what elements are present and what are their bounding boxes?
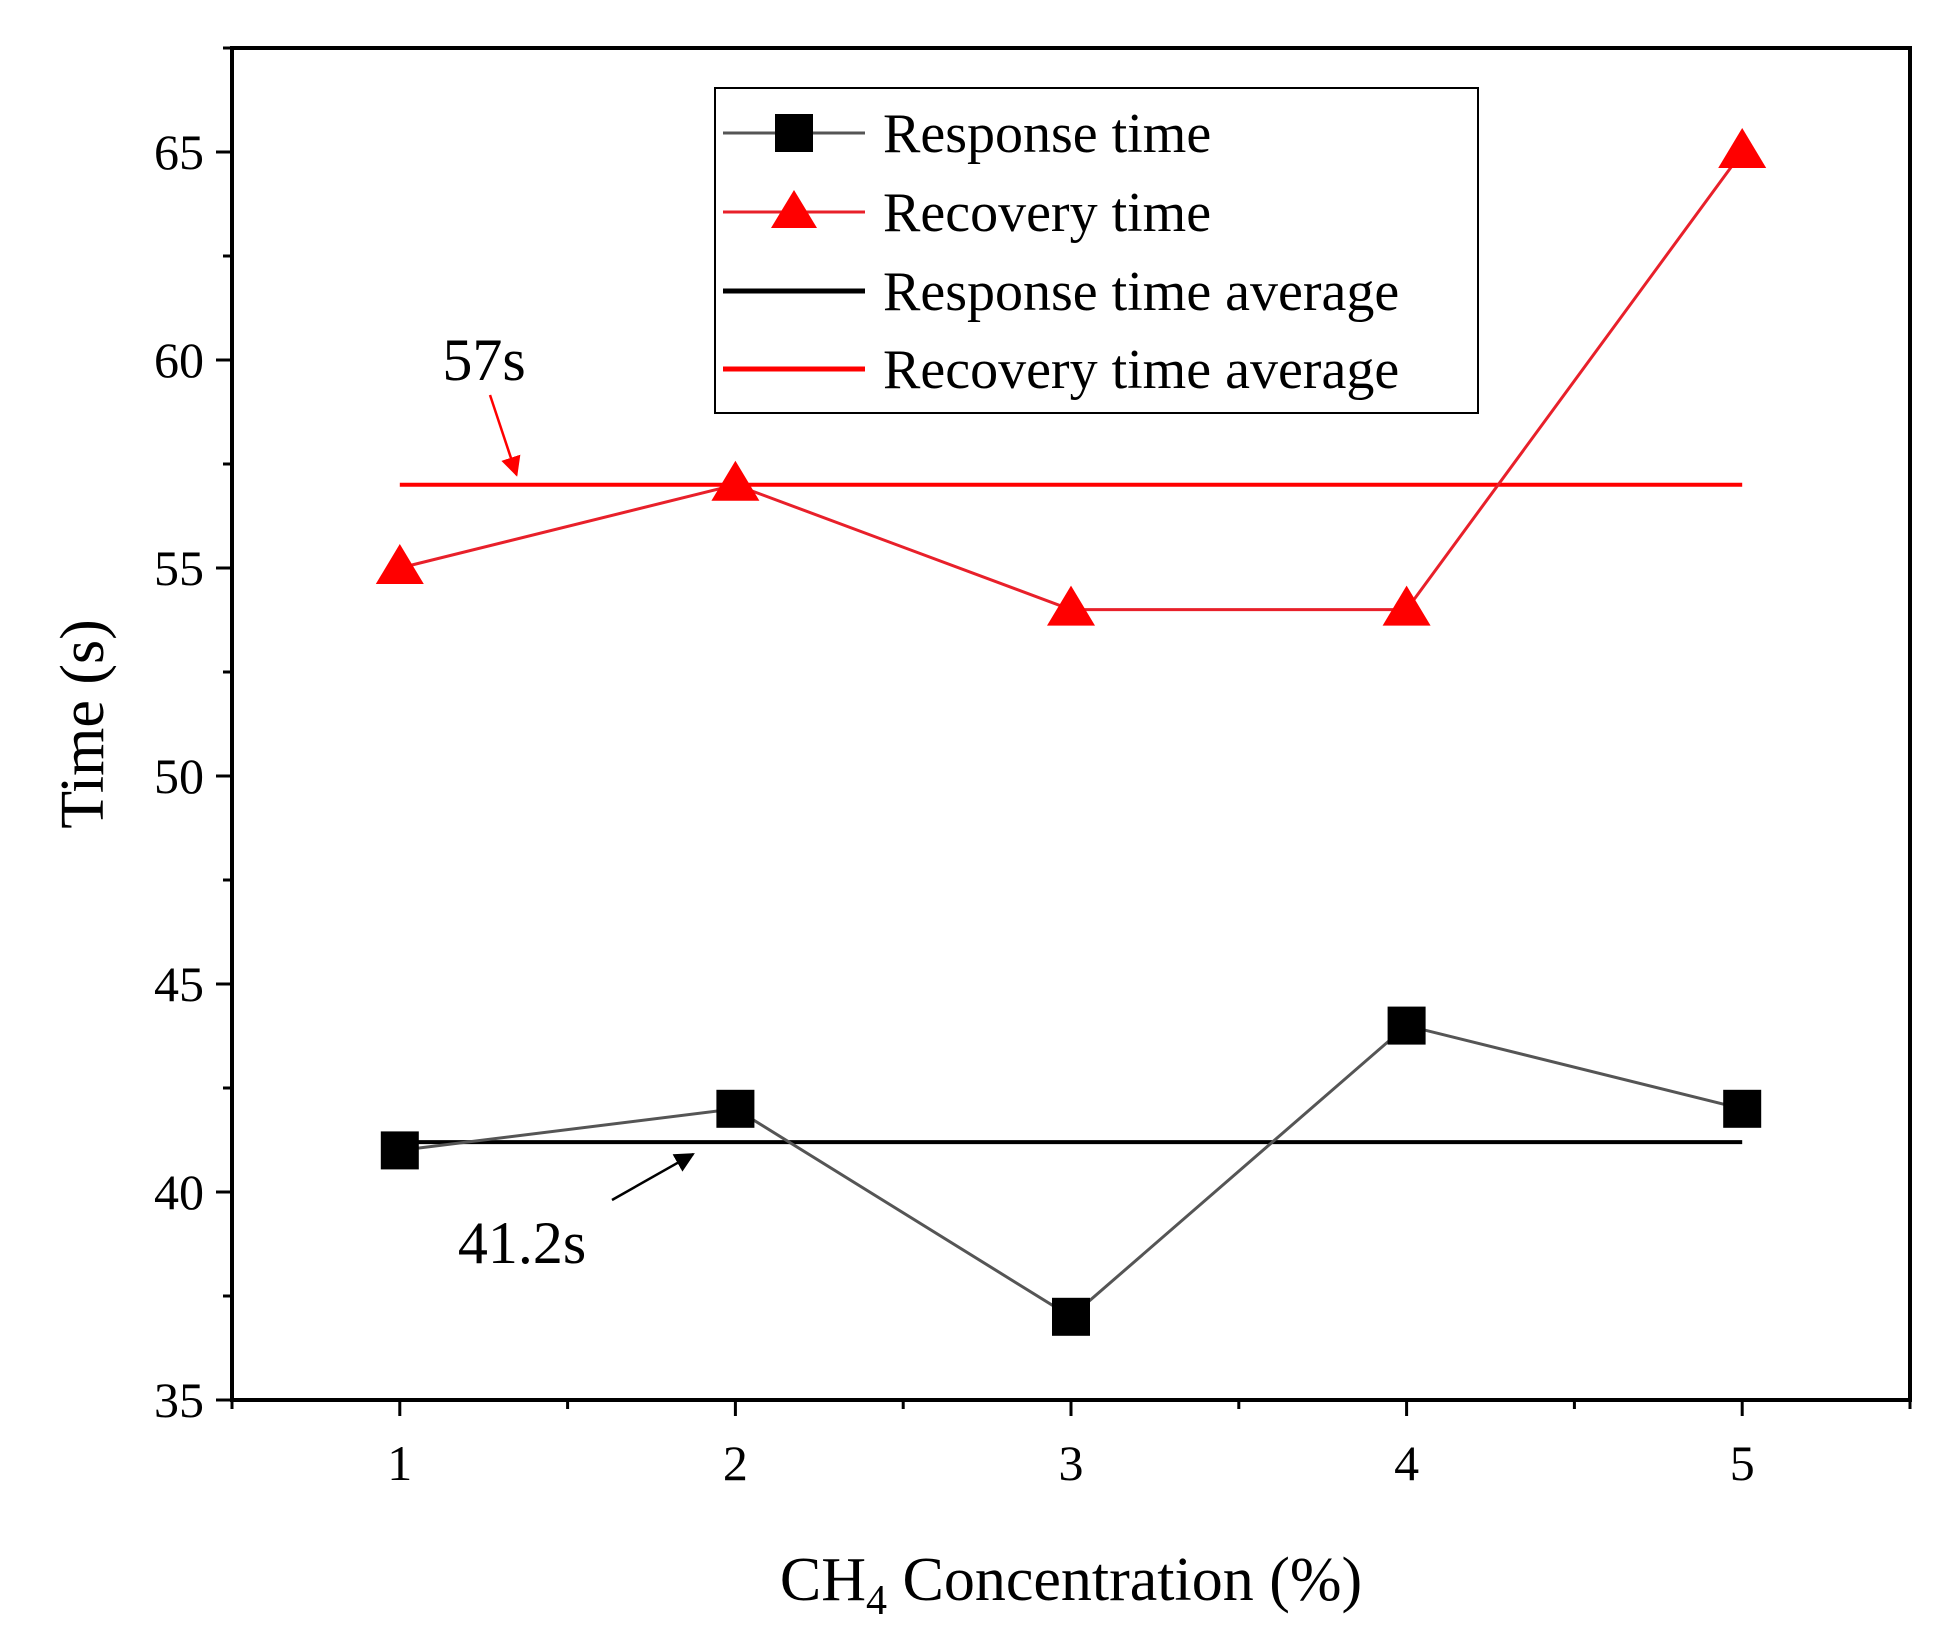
- annotation-recovery-arrow: [488, 394, 521, 477]
- legend-response-marker: [775, 114, 813, 152]
- x-axis-title-rest: Concentration (%): [887, 1546, 1362, 1614]
- legend-recovery-label: Recovery time: [883, 182, 1211, 244]
- x-axis-title: CH4 Concentration (%): [780, 1546, 1362, 1624]
- x-axis-ticks: 1 2 3 4 5: [230, 1400, 1912, 1491]
- recovery-time-point: [1382, 585, 1431, 626]
- response-time-point: [716, 1089, 755, 1128]
- annotation-response-average: 41.2s: [458, 1210, 586, 1276]
- annotations: 57s 41.2s: [442, 327, 695, 1276]
- legend-recovery-marker: [771, 190, 817, 228]
- x-tick-label: 2: [723, 1435, 748, 1491]
- x-tick-label: 1: [387, 1435, 412, 1491]
- legend-box: [714, 87, 1479, 414]
- response-time-line: [399, 1023, 1743, 1319]
- response-time-point: [1387, 1006, 1426, 1045]
- response-time-point: [380, 1131, 419, 1170]
- legend-response-avg-label: Response time average: [883, 261, 1399, 323]
- y-tick-label: 50: [154, 748, 204, 804]
- recovery-time-point: [1047, 585, 1095, 626]
- x-tick-label: 5: [1730, 1435, 1755, 1491]
- legend-recovery-avg-label: Recovery time average: [883, 339, 1399, 401]
- legend: Response time Recovery time Response tim…: [714, 87, 1479, 414]
- recovery-time-point: [375, 544, 424, 584]
- x-tick-label: 4: [1394, 1435, 1419, 1491]
- y-tick-label: 65: [154, 124, 204, 180]
- y-tick-label: 40: [154, 1164, 204, 1220]
- x-axis-title-subscript: 4: [866, 1578, 887, 1624]
- recovery-time-point: [711, 460, 760, 501]
- response-time-point: [1052, 1297, 1090, 1336]
- y-axis-ticks: 35 40 45 50 55 60 65: [154, 46, 232, 1428]
- legend-response-label: Response time: [883, 103, 1211, 165]
- average-lines: [399, 482, 1743, 1145]
- response-time-point: [1723, 1089, 1762, 1128]
- y-axis-title: Time (s): [49, 619, 117, 829]
- x-tick-label: 3: [1059, 1435, 1084, 1491]
- y-tick-label: 55: [154, 540, 204, 596]
- y-tick-label: 45: [154, 956, 204, 1012]
- series-markers: [375, 128, 1767, 1336]
- y-tick-label: 60: [154, 332, 204, 388]
- x-axis-title-main: CH: [780, 1546, 866, 1614]
- y-tick-label: 35: [154, 1372, 204, 1428]
- annotation-recovery-average: 57s: [442, 327, 525, 393]
- annotation-response-arrow: [611, 1152, 695, 1202]
- recovery-time-point: [1718, 128, 1767, 168]
